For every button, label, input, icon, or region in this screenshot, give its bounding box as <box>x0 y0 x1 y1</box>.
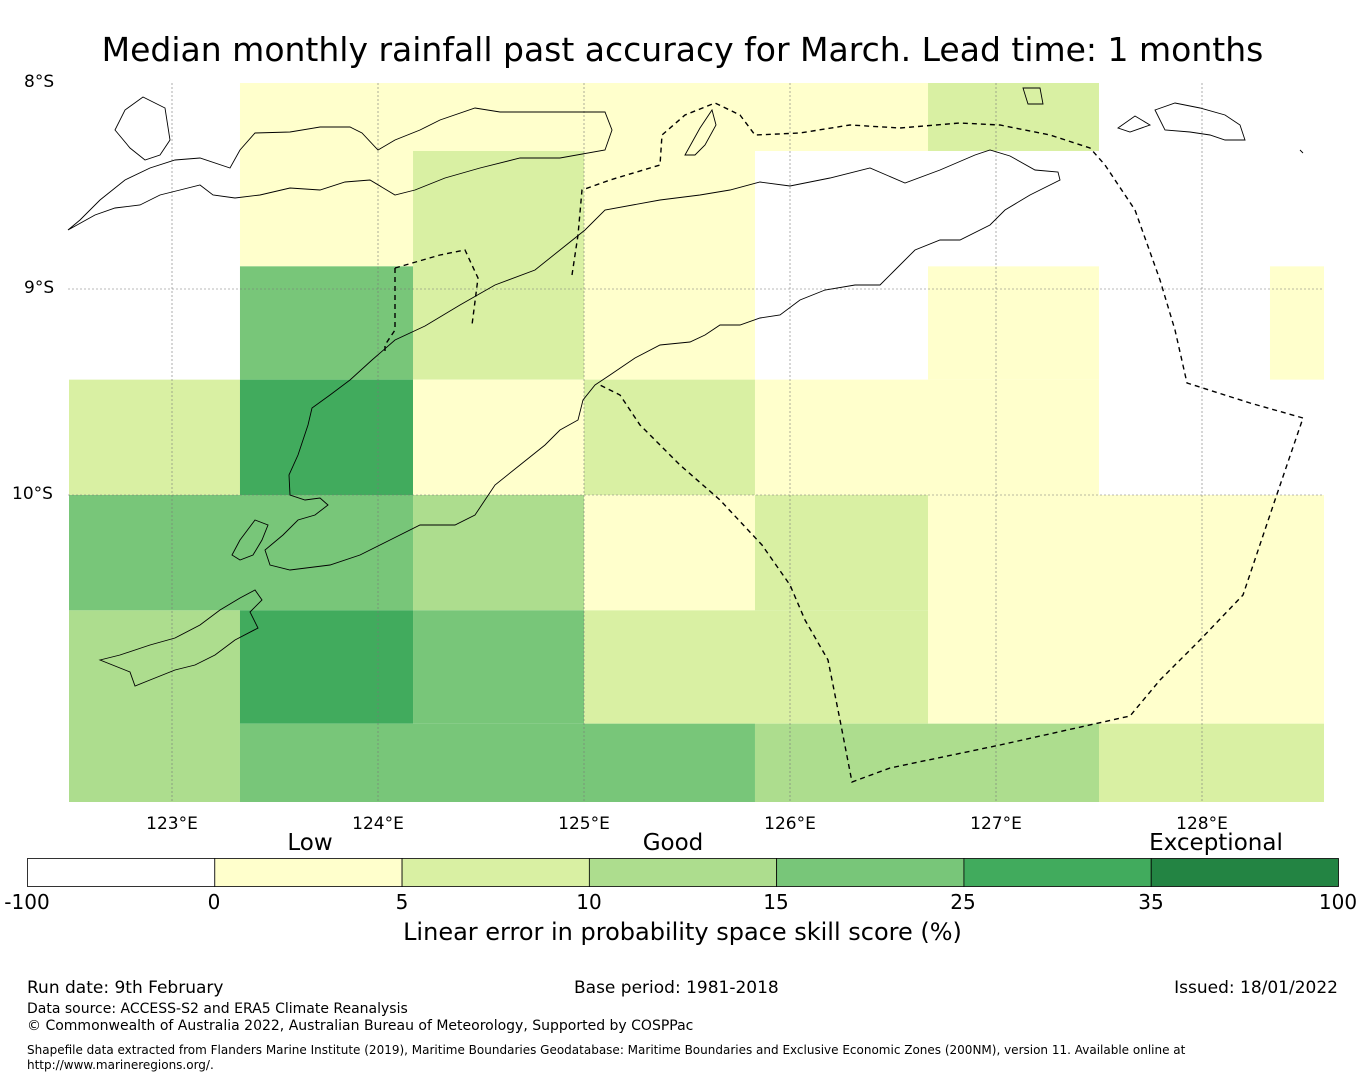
skill-cell-13 <box>584 379 755 495</box>
colorbar-segment-5 <box>963 858 1152 887</box>
skill-cell-6 <box>584 150 755 380</box>
skill-cells <box>69 83 1324 802</box>
skill-cell-4 <box>928 83 1099 151</box>
shapefile-url: http://www.marineregions.org/. <box>27 1058 214 1072</box>
atauro-coast <box>684 108 717 156</box>
skill-cell-20 <box>69 610 240 802</box>
skill-cell-11 <box>239 379 414 495</box>
colorbar-segment-6 <box>1150 858 1339 887</box>
category-exceptional: Exceptional <box>1149 830 1283 856</box>
coastlines <box>67 87 1304 687</box>
skill-cell-26 <box>1099 723 1324 802</box>
eez-oecusse <box>384 249 479 355</box>
colorbar-segment-3 <box>588 858 778 887</box>
graticule <box>68 83 1324 802</box>
sumba-coast <box>98 589 263 687</box>
eez-main <box>571 102 1304 783</box>
skill-cell-21 <box>239 610 414 724</box>
skill-cell-12 <box>413 379 584 495</box>
islet-1 <box>1117 115 1152 133</box>
tick-minus100: -100 <box>4 890 50 914</box>
colorbar <box>27 858 1339 887</box>
skill-cell-23 <box>584 610 929 724</box>
skill-cell-25 <box>754 723 1099 802</box>
skill-cell-18 <box>754 495 929 611</box>
copyright: © Commonwealth of Australia 2022, Austra… <box>27 1018 694 1034</box>
eez-boundary <box>384 102 1304 783</box>
run-date: Run date: 9th February <box>27 978 224 998</box>
data-source: Data source: ACCESS-S2 and ERA5 Climate … <box>27 1001 408 1017</box>
tick-10: 10 <box>576 890 602 914</box>
category-good: Good <box>642 830 704 856</box>
lon-label-128e: 128°E <box>1176 814 1228 834</box>
tick-0: 0 <box>207 890 221 914</box>
shapefile-credit: Shapefile data extracted from Flanders M… <box>27 1043 1186 1057</box>
skill-cell-8 <box>1269 266 1324 380</box>
lat-label-10s: 10°S <box>12 484 53 504</box>
colorbar-label: Linear error in probability space skill … <box>403 918 962 946</box>
tick-5: 5 <box>395 890 409 914</box>
skill-cell-14 <box>754 379 1099 495</box>
skill-cell-5 <box>413 150 584 380</box>
lon-label-127e: 127°E <box>970 814 1022 834</box>
skill-cell-9 <box>239 266 414 380</box>
flores-coast <box>67 107 613 231</box>
lon-label-123e: 123°E <box>146 814 198 834</box>
wetar-coast <box>1154 102 1246 141</box>
islet-3 <box>1299 149 1304 154</box>
skill-cell-17 <box>584 495 755 611</box>
lat-label-9s: 9°S <box>24 278 55 298</box>
skill-cell-24 <box>239 723 755 802</box>
skill-cell-1 <box>413 83 584 151</box>
category-low: Low <box>287 830 333 856</box>
tick-15: 15 <box>763 890 789 914</box>
timor-coast <box>264 149 1061 571</box>
skill-cell-2 <box>584 83 755 151</box>
lon-label-126e: 126°E <box>764 814 816 834</box>
skill-cell-19 <box>928 495 1324 724</box>
map-plot <box>67 83 1324 802</box>
roti-coast <box>231 519 269 561</box>
skill-cell-15 <box>69 495 414 611</box>
skill-cell-22 <box>413 610 584 724</box>
tick-25: 25 <box>950 890 976 914</box>
colorbar-segment-4 <box>776 858 965 887</box>
islet-2 <box>1022 87 1044 105</box>
colorbar-segment-1 <box>214 858 403 887</box>
base-period: Base period: 1981-2018 <box>574 978 779 998</box>
issued-date: Issued: 18/01/2022 <box>1174 978 1338 998</box>
tick-100: 100 <box>1318 890 1358 914</box>
skill-cell-3 <box>754 83 929 151</box>
skill-cell-10 <box>69 379 240 495</box>
tick-35: 35 <box>1138 890 1164 914</box>
colorbar-segment-2 <box>401 858 590 887</box>
skill-cell-16 <box>413 495 584 611</box>
skill-cell-0 <box>239 83 414 267</box>
lon-label-124e: 124°E <box>352 814 404 834</box>
colorbar-segment-0 <box>27 858 216 887</box>
island-north <box>114 96 171 161</box>
skill-cell-7 <box>928 266 1099 380</box>
lat-label-8s: 8°S <box>24 72 55 92</box>
lon-label-125e: 125°E <box>558 814 610 834</box>
chart-title: Median monthly rainfall past accuracy fo… <box>101 30 1264 69</box>
